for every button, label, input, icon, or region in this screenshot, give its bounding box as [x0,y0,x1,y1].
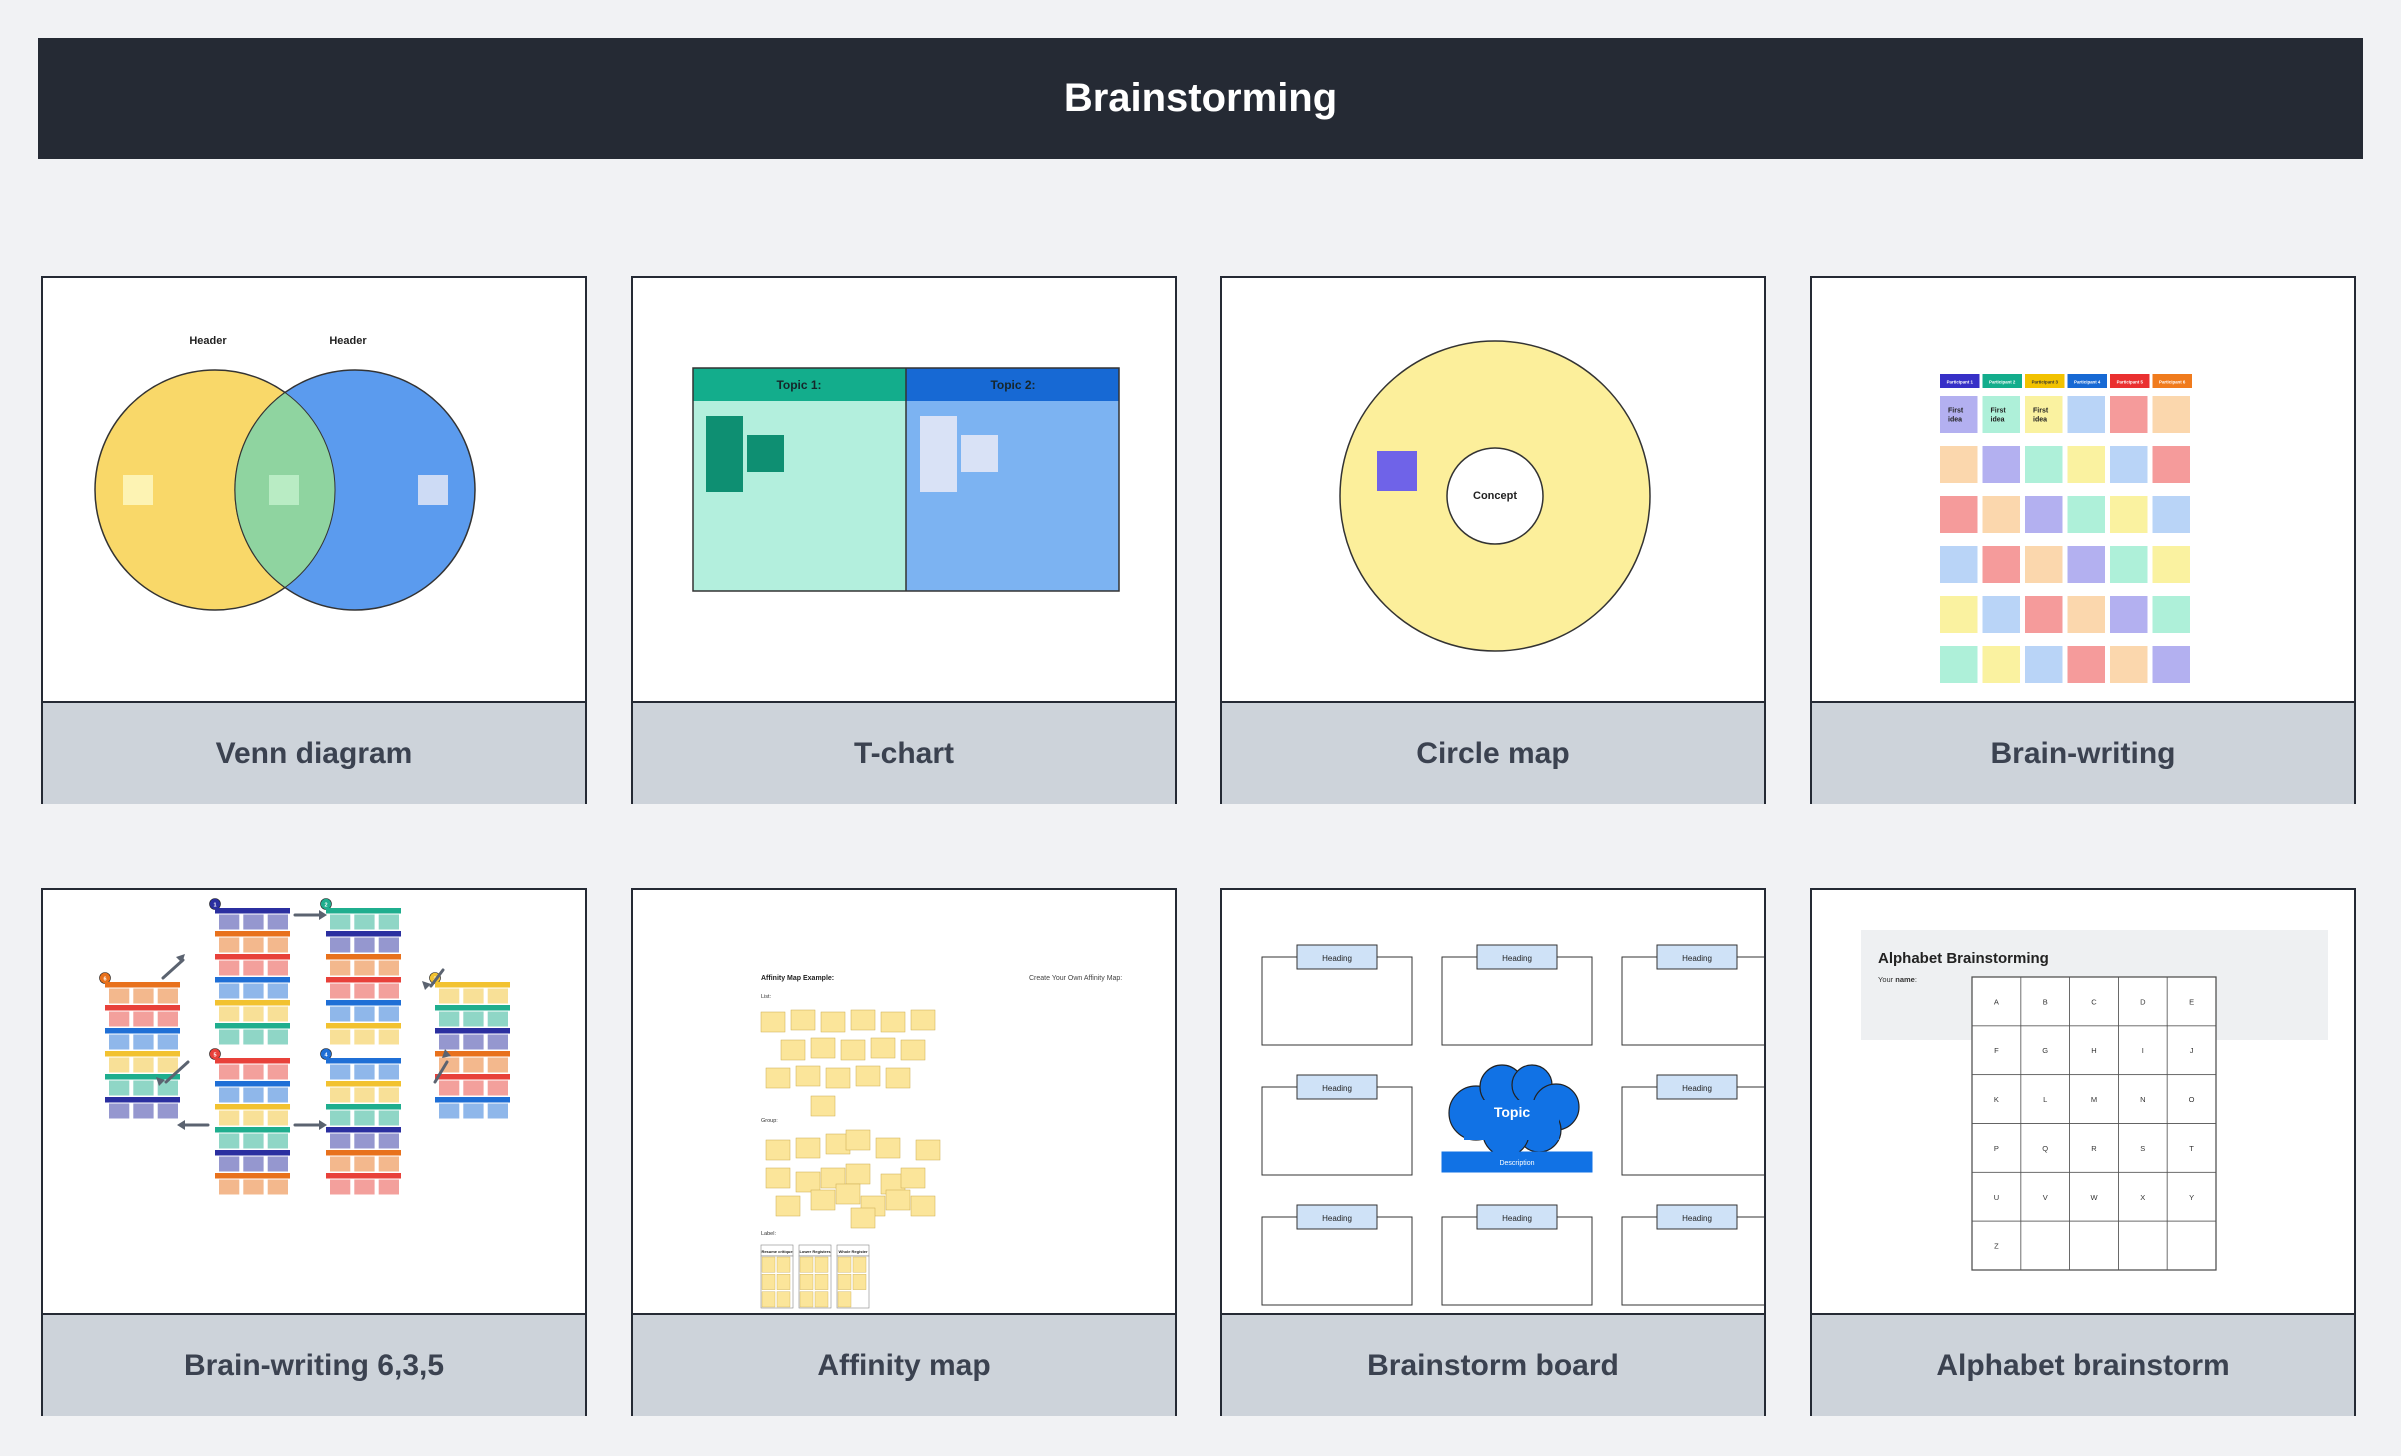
svg-text:Label:: Label: [761,1231,776,1237]
svg-text:Heading: Heading [1322,1084,1352,1093]
svg-text:T: T [2189,1144,2194,1153]
svg-text:Participant 1: Participant 1 [1947,380,1974,385]
svg-text:Whole Register: Whole Register [838,1249,868,1254]
svg-text:List:: List: [761,994,772,1000]
svg-text:Your name:: Your name: [1878,975,1917,984]
svg-text:Heading: Heading [1502,1214,1532,1223]
svg-text:Heading: Heading [1502,954,1532,963]
svg-text:K: K [1994,1095,1999,1104]
svg-text:W: W [2090,1193,2098,1202]
svg-text:Header: Header [189,335,227,347]
svg-text:G: G [2042,1046,2048,1055]
svg-text:Z: Z [1994,1242,1999,1251]
svg-text:Create Your Own Affinity Map:: Create Your Own Affinity Map: [1029,975,1122,982]
svg-text:J: J [2190,1046,2194,1055]
svg-text:X: X [2140,1193,2145,1202]
svg-text:V: V [2043,1193,2048,1202]
svg-text:D: D [2140,997,2146,1006]
svg-text:Concept: Concept [1473,490,1517,502]
svg-text:Heading: Heading [1682,1214,1712,1223]
svg-text:First: First [1948,408,1964,415]
svg-text:Affinity Map Example:: Affinity Map Example: [761,975,834,982]
svg-text:Q: Q [2042,1144,2048,1153]
svg-text:R: R [2091,1144,2097,1153]
svg-text:F: F [1994,1046,1999,1055]
svg-text:Header: Header [329,335,367,347]
svg-text:Participant 4: Participant 4 [2074,380,2101,385]
svg-text:2: 2 [324,902,327,908]
svg-text:E: E [2189,997,2194,1006]
svg-text:P: P [1994,1144,1999,1153]
svg-text:Y: Y [2189,1193,2194,1202]
svg-text:Participant 2: Participant 2 [1989,380,2016,385]
svg-text:Heading: Heading [1322,1214,1352,1223]
svg-text:6: 6 [103,976,106,982]
svg-text:I: I [2142,1046,2144,1055]
svg-text:H: H [2091,1046,2096,1055]
svg-text:5: 5 [213,1052,216,1058]
svg-text:M: M [2091,1095,2097,1104]
svg-text:Lower Registers: Lower Registers [799,1249,831,1254]
svg-text:Participant 3: Participant 3 [2032,380,2059,385]
svg-text:Description: Description [1499,1160,1534,1167]
svg-text:C: C [2091,997,2097,1006]
svg-text:First: First [1991,408,2007,415]
svg-text:idea: idea [2033,417,2047,424]
svg-text:Heading: Heading [1682,954,1712,963]
svg-text:idea: idea [1991,417,2005,424]
svg-text:First: First [2033,408,2049,415]
svg-text:Participant 5: Participant 5 [2117,380,2144,385]
svg-text:L: L [2043,1095,2047,1104]
svg-text:Topic 2:: Topic 2: [990,378,1035,392]
svg-text:B: B [2043,997,2048,1006]
svg-text:Heading: Heading [1322,954,1352,963]
svg-text:Resume critique: Resume critique [761,1249,793,1254]
svg-text:Heading: Heading [1682,1084,1712,1093]
svg-text:idea: idea [1948,417,1962,424]
svg-text:U: U [1994,1193,1999,1202]
svg-text:N: N [2140,1095,2145,1104]
svg-text:S: S [2140,1144,2145,1153]
svg-text:Topic 1:: Topic 1: [776,378,821,392]
svg-text:O: O [2189,1095,2195,1104]
svg-text:Participant 6: Participant 6 [2159,380,2186,385]
svg-text:Topic: Topic [1494,1104,1531,1120]
svg-text:1: 1 [213,902,216,908]
svg-text:Group:: Group: [761,1118,778,1124]
svg-text:Alphabet Brainstorming: Alphabet Brainstorming [1878,950,2049,967]
svg-text:A: A [1994,997,1999,1006]
